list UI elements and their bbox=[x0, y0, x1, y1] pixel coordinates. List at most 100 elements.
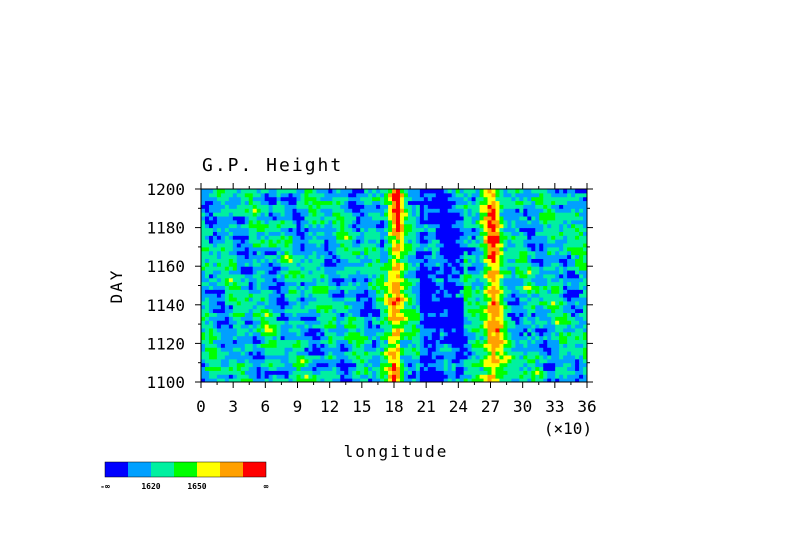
heatmap-cell bbox=[368, 208, 373, 213]
heatmap-cell bbox=[463, 354, 469, 360]
heatmap-cell bbox=[491, 250, 496, 256]
heatmap-cell bbox=[204, 239, 210, 244]
heatmap-cell bbox=[555, 297, 560, 302]
heatmap-cell bbox=[288, 246, 294, 252]
heatmap-cell bbox=[308, 189, 313, 194]
heatmap-cell bbox=[272, 347, 278, 352]
heatmap-cell bbox=[451, 343, 457, 348]
heatmap-cell bbox=[216, 227, 222, 232]
heatmap-cell bbox=[224, 219, 230, 225]
heatmap-cell bbox=[256, 358, 262, 364]
heatmap-cell bbox=[224, 316, 230, 321]
heatmap-cell bbox=[248, 320, 254, 325]
heatmap-cell bbox=[204, 231, 210, 236]
heatmap-cell bbox=[201, 239, 206, 244]
heatmap-cell bbox=[523, 320, 528, 325]
heatmap-cell bbox=[324, 335, 329, 341]
heatmap-cell bbox=[364, 277, 369, 283]
heatmap-cell bbox=[539, 374, 544, 379]
heatmap-cell bbox=[344, 362, 349, 368]
heatmap-cell bbox=[308, 285, 313, 290]
heatmap-cell bbox=[427, 339, 433, 344]
heatmap-cell bbox=[479, 308, 485, 314]
heatmap-cell bbox=[392, 208, 397, 213]
heatmap-cell bbox=[559, 374, 564, 379]
heatmap-cell bbox=[284, 216, 290, 221]
heatmap-cell bbox=[212, 308, 218, 314]
heatmap-cell bbox=[523, 235, 528, 240]
heatmap-cell bbox=[531, 216, 536, 221]
heatmap-cell bbox=[463, 366, 469, 371]
heatmap-cell bbox=[352, 189, 357, 194]
heatmap-cell bbox=[340, 351, 345, 356]
heatmap-cell bbox=[523, 316, 528, 321]
heatmap-cell bbox=[244, 270, 250, 275]
heatmap-cell bbox=[328, 239, 333, 244]
heatmap-cell bbox=[240, 331, 246, 337]
heatmap-cell bbox=[503, 285, 508, 290]
heatmap-cell bbox=[212, 277, 218, 283]
heatmap-cell bbox=[324, 285, 329, 290]
heatmap-cell bbox=[451, 273, 457, 279]
heatmap-cell bbox=[292, 339, 298, 344]
heatmap-cell bbox=[272, 366, 278, 371]
heatmap-cell bbox=[236, 266, 242, 271]
heatmap-cell bbox=[252, 196, 258, 202]
heatmap-cell bbox=[423, 250, 429, 256]
heatmap-cell bbox=[248, 223, 254, 229]
heatmap-cell bbox=[236, 192, 242, 198]
heatmap-cell bbox=[300, 204, 305, 209]
heatmap-cell bbox=[392, 289, 397, 294]
heatmap-cell bbox=[451, 254, 457, 259]
heatmap-cell bbox=[204, 289, 210, 294]
heatmap-cell bbox=[399, 192, 405, 198]
heatmap-cell bbox=[380, 200, 385, 205]
heatmap-cell bbox=[499, 358, 504, 364]
heatmap-cell bbox=[280, 189, 286, 194]
heatmap-cell bbox=[216, 339, 222, 344]
heatmap-cell bbox=[467, 235, 473, 240]
heatmap-cell bbox=[344, 281, 349, 286]
heatmap-cell bbox=[407, 227, 413, 232]
heatmap-cell bbox=[264, 189, 270, 194]
heatmap-cell bbox=[559, 331, 564, 337]
heatmap-cell bbox=[201, 351, 206, 356]
heatmap-cell bbox=[427, 374, 433, 379]
heatmap-cell bbox=[507, 219, 512, 225]
heatmap-cell bbox=[392, 219, 397, 225]
heatmap-cell bbox=[220, 300, 226, 306]
heatmap-cell bbox=[555, 204, 560, 209]
heatmap-cell bbox=[535, 312, 540, 317]
heatmap-cell bbox=[563, 324, 568, 329]
heatmap-cell bbox=[364, 354, 369, 360]
heatmap-cell bbox=[220, 308, 226, 314]
heatmap-cell bbox=[567, 266, 572, 271]
heatmap-cell bbox=[487, 327, 492, 333]
heatmap-cell bbox=[300, 243, 305, 248]
heatmap-cell bbox=[292, 320, 298, 325]
heatmap-cell bbox=[368, 216, 373, 221]
heatmap-cell bbox=[348, 312, 353, 317]
heatmap-cell bbox=[288, 366, 294, 371]
heatmap-cell bbox=[308, 378, 313, 383]
heatmap-cell bbox=[272, 189, 278, 194]
heatmap-cell bbox=[459, 277, 465, 283]
heatmap-cell bbox=[352, 347, 357, 352]
heatmap-cell bbox=[467, 262, 473, 267]
heatmap-cell bbox=[248, 374, 254, 379]
heatmap-cell bbox=[320, 297, 325, 302]
heatmap-cell bbox=[431, 246, 437, 252]
heatmap-cell bbox=[380, 366, 385, 371]
heatmap-cell bbox=[308, 304, 313, 310]
heatmap-cell bbox=[519, 285, 524, 290]
colorbar-label-pos-inf: ∞ bbox=[264, 482, 269, 491]
heatmap-cell bbox=[483, 347, 489, 352]
heatmap-cell bbox=[443, 320, 449, 325]
heatmap-cell bbox=[503, 354, 508, 360]
heatmap-cell bbox=[547, 378, 552, 383]
heatmap-cell bbox=[439, 223, 445, 229]
heatmap-cell bbox=[356, 281, 361, 286]
heatmap-cell bbox=[431, 339, 437, 344]
heatmap-cell bbox=[284, 246, 290, 252]
heatmap-cell bbox=[579, 370, 584, 375]
